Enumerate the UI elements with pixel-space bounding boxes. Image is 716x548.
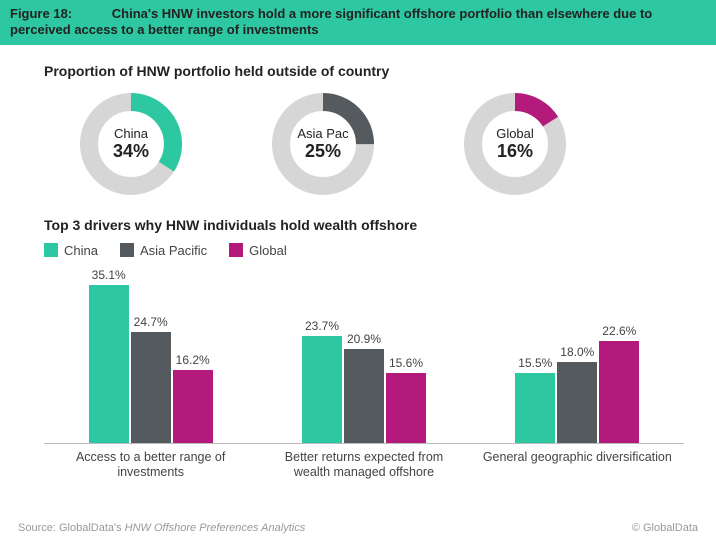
bar-rect	[515, 373, 555, 443]
bar-legend: China Asia Pacific Global	[44, 243, 682, 258]
bar-rect	[599, 341, 639, 443]
bar-group: 15.5% 18.0% 22.6%	[471, 264, 684, 443]
donut-section-title: Proportion of HNW portfolio held outside…	[44, 63, 682, 79]
bar-value-label: 24.7%	[134, 315, 168, 329]
bar-column: 18.0%	[557, 345, 597, 443]
footer: Source: GlobalData's HNW Offshore Prefer…	[18, 522, 698, 534]
bar-value-label: 23.7%	[305, 319, 339, 333]
bar-value-label: 35.1%	[92, 268, 126, 282]
donut-asia-pac: Asia Pac25%	[248, 89, 398, 199]
source-line: Source: GlobalData's HNW Offshore Prefer…	[18, 522, 305, 534]
category-label: General geographic diversification	[471, 450, 684, 481]
bar-value-label: 15.5%	[518, 356, 552, 370]
bar-column: 20.9%	[344, 332, 384, 443]
bar-group: 23.7% 20.9% 15.6%	[257, 264, 470, 443]
bar-rect	[344, 349, 384, 443]
bar-value-label: 18.0%	[560, 345, 594, 359]
legend-item: China	[44, 243, 98, 258]
donut-china: China34%	[56, 89, 206, 199]
bar-value-label: 20.9%	[347, 332, 381, 346]
bar-section-title: Top 3 drivers why HNW individuals hold w…	[44, 217, 682, 233]
bar-rect	[386, 373, 426, 443]
bar-group: 35.1% 24.7% 16.2%	[44, 264, 257, 443]
legend-label: China	[64, 243, 98, 258]
legend-item: Asia Pacific	[120, 243, 207, 258]
donut-global: Global16%	[440, 89, 590, 199]
donut-row: China34% Asia Pac25% Global16%	[44, 89, 682, 199]
legend-swatch	[44, 243, 58, 257]
copyright: © GlobalData	[632, 522, 698, 534]
bar-rect	[89, 285, 129, 443]
donut-svg	[248, 89, 398, 199]
source-prefix: Source: GlobalData's	[18, 522, 125, 534]
bar-column: 15.5%	[515, 356, 555, 443]
category-label: Better returns expected from wealth mana…	[257, 450, 470, 481]
bar-column: 22.6%	[599, 324, 639, 443]
legend-swatch	[120, 243, 134, 257]
figure-title: China's HNW investors hold a more signif…	[10, 6, 652, 37]
bar-rect	[131, 332, 171, 443]
donut-svg	[440, 89, 590, 199]
bar-column: 16.2%	[173, 353, 213, 443]
bar-rect	[557, 362, 597, 443]
bar-column: 15.6%	[386, 356, 426, 443]
bar-column: 35.1%	[89, 268, 129, 443]
legend-label: Global	[249, 243, 287, 258]
bar-value-label: 15.6%	[389, 356, 423, 370]
source-italic: HNW Offshore Preferences Analytics	[125, 522, 306, 534]
bar-column: 24.7%	[131, 315, 171, 443]
legend-label: Asia Pacific	[140, 243, 207, 258]
legend-swatch	[229, 243, 243, 257]
donut-svg	[56, 89, 206, 199]
category-label: Access to a better range of investments	[44, 450, 257, 481]
bar-value-label: 22.6%	[602, 324, 636, 338]
figure-number: Figure 18:	[10, 6, 72, 21]
bar-value-label: 16.2%	[176, 353, 210, 367]
bar-plot: 35.1% 24.7% 16.2% 23.7% 20.9% 15.6% 15.5% 18.0%…	[44, 264, 684, 444]
figure-header: Figure 18: China's HNW investors hold a …	[0, 0, 716, 45]
content-area: Proportion of HNW portfolio held outside…	[0, 45, 716, 481]
legend-item: Global	[229, 243, 287, 258]
bar-rect	[173, 370, 213, 443]
bar-rect	[302, 336, 342, 443]
bar-column: 23.7%	[302, 319, 342, 443]
bar-category-labels: Access to a better range of investmentsB…	[44, 450, 684, 481]
